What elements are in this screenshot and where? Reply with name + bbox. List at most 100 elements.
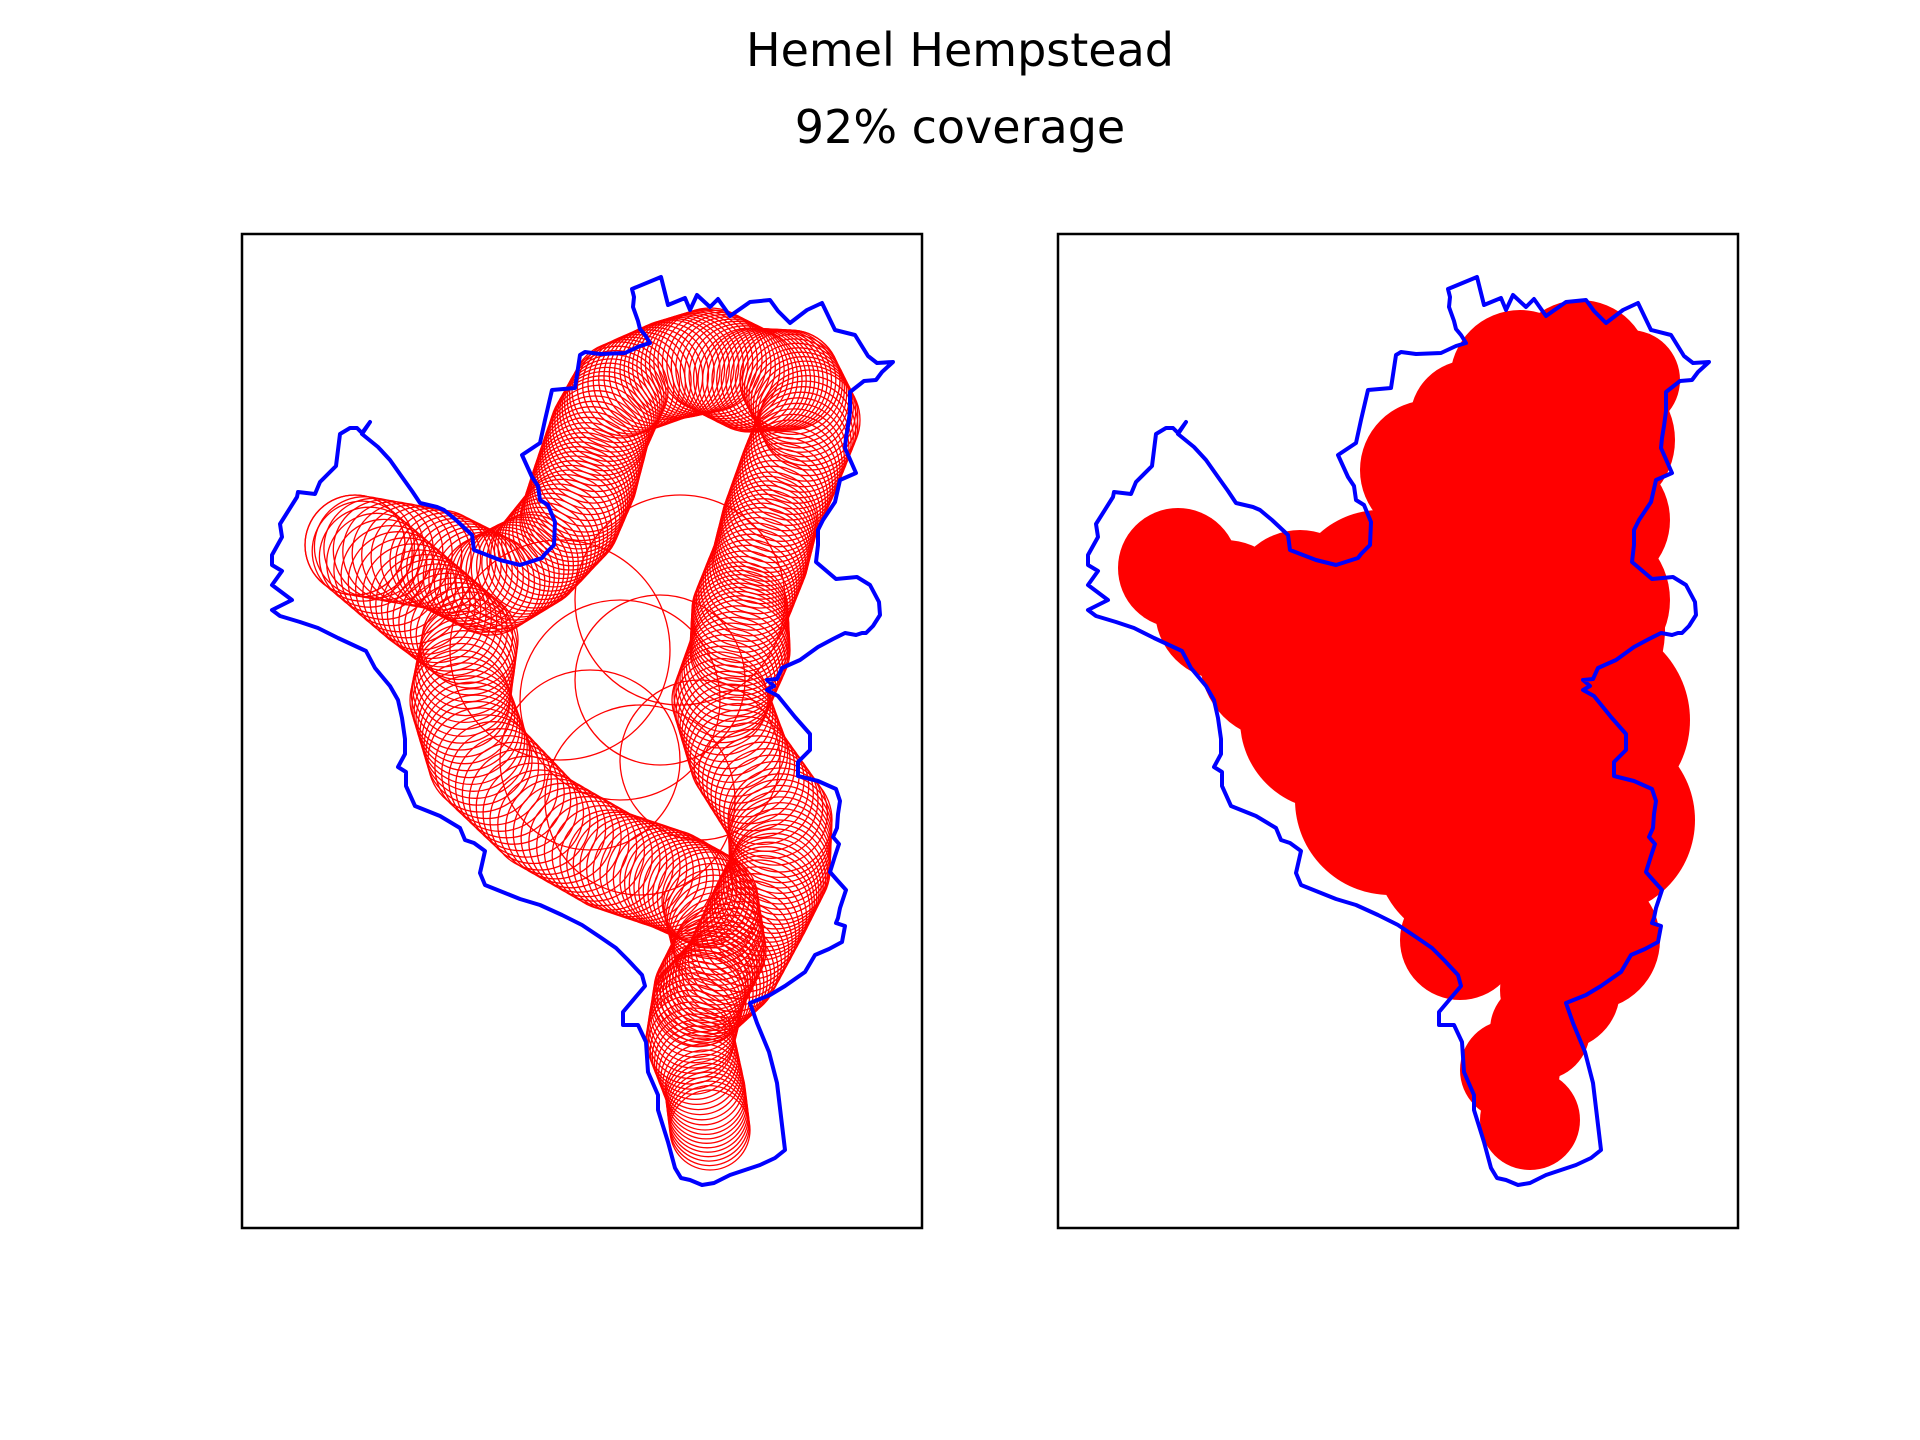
coverage-circle-outline-342: [574, 594, 746, 766]
coverage-circle-outline-224: [752, 356, 854, 458]
coverage-circle-outline-176: [559, 362, 659, 462]
coverage-circle-outline-327: [678, 924, 776, 1022]
coverage-circle-outline-200: [661, 309, 768, 415]
coverage-circle-outline-326: [681, 921, 779, 1019]
coverage-circle-outline-150: [504, 488, 605, 588]
coverage-circle-outline-243: [725, 459, 824, 558]
coverage-circle-outline-334: [656, 949, 751, 1044]
coverage-circle-outline-315: [713, 850, 816, 952]
coverage-circle-outline-330: [668, 935, 765, 1032]
coverage-circle-outline-126: [379, 507, 482, 609]
right-panel-filled-circles: [1056, 232, 1740, 1230]
figure-title: Hemel Hempstead: [746, 23, 1174, 77]
coverage-circle-outline-149: [501, 492, 601, 592]
town-boundary-right: [1086, 275, 1711, 1187]
coverage-circle-outline-47: [504, 778, 607, 880]
coverage-circle-outline-25: [411, 636, 513, 737]
coverage-circle-outline-117: [669, 1089, 751, 1171]
coverage-circle-outline-141: [465, 521, 565, 621]
coverage-circle-outline-148: [497, 497, 597, 597]
coverage-circle-outline-46: [497, 773, 599, 876]
coverage-circle-outline-335: [653, 953, 747, 1047]
right-axes-frame: [1056, 232, 1740, 1230]
coverage-circle-outline-159: [526, 446, 631, 550]
coverage-circle-outline-280: [673, 645, 772, 744]
coverage-circle-outline-182: [576, 338, 675, 437]
coverage-circle-outline-12: [386, 563, 487, 664]
coverage-circle-outline-341: [499, 669, 681, 851]
coverage-circle-outline-37: [434, 714, 540, 820]
coverage-circle-outline-69: [647, 843, 747, 943]
coverage-circle-outline-71: [656, 848, 755, 947]
coverage-circle-outline-51: [536, 796, 638, 898]
coverage-circle-outline-336: [449, 539, 671, 761]
coverage-circle-outline-201: [666, 311, 772, 418]
coverage-circle-outline-294: [706, 735, 810, 839]
coverage-circle-outline-236: [739, 419, 841, 521]
coverage-circle-outline-43: [475, 755, 578, 858]
coverage-circle-outline-206: [688, 322, 794, 429]
coverage-circle-outline-152: [511, 478, 613, 580]
coverage-circle-outline-273: [687, 605, 789, 707]
coverage-circle-outline-139: [455, 526, 555, 627]
coverage-circle-outline-237: [737, 425, 839, 527]
left-panel-outline-circles: [240, 232, 924, 1230]
town-boundary-left: [270, 275, 895, 1187]
coverage-circle-outline-175: [556, 366, 657, 467]
coverage-circle-outline-33: [421, 688, 526, 792]
coverage-circle-outline-320: [700, 880, 800, 980]
coverage-circle-outline-312: [720, 837, 822, 939]
left-axes-frame: [240, 232, 924, 1230]
coverage-circle-outline-318: [706, 866, 808, 968]
coverage-circle-outline-54: [559, 809, 661, 911]
coverage-circle-outline-58: [586, 818, 688, 920]
coverage-circle-outline-41: [461, 741, 565, 845]
coverage-circle-outline-317: [709, 859, 811, 961]
coverage-circle-outline-62: [612, 827, 714, 929]
coverage-circle-outline-164: [534, 421, 640, 527]
coverage-circle-outline-242: [727, 453, 827, 553]
coverage-circle-outline-328: [675, 928, 772, 1025]
coverage-circle-filled-31: [1400, 880, 1520, 1000]
coverage-circle-outline-288: [685, 696, 786, 797]
coverage-circle-outline-35: [425, 700, 531, 806]
coverage-circle-outline-219: [741, 333, 843, 436]
coverage-circle-outline-131: [411, 520, 513, 622]
coverage-circle-outline-239: [733, 436, 834, 537]
coverage-circle-filled-28: [1230, 530, 1370, 670]
coverage-circle-outline-39: [448, 728, 552, 832]
coverage-circle-outline-298: [723, 760, 829, 866]
coverage-circle-outline-329: [672, 932, 768, 1028]
coverage-circle-outline-42: [468, 748, 572, 852]
coverage-circle-outline-202: [670, 314, 776, 420]
coverage-circle-outline-194: [636, 314, 740, 418]
coverage-circle-outline-165: [536, 416, 641, 522]
coverage-circle-outline-196: [644, 311, 749, 416]
coverage-circle-outline-331: [665, 939, 761, 1035]
coverage-circle-filled-26: [1480, 1070, 1580, 1170]
coverage-circle-filled-32: [1470, 670, 1650, 850]
coverage-circle-outline-48: [512, 782, 614, 884]
coverage-circle-outline-36: [427, 707, 533, 813]
coverage-circle-outline-138: [449, 529, 551, 630]
coverage-circle-outline-310: [724, 828, 827, 930]
coverage-circle-outline-297: [718, 754, 824, 859]
coverage-circle-outline-259: [700, 539, 798, 637]
coverage-circle-outline-192: [627, 316, 730, 419]
coverage-circles-outline: [304, 307, 861, 1171]
coverage-circle-outline-338: [574, 494, 786, 706]
coverage-circle-outline-38: [441, 721, 546, 826]
coverage-circle-outline-157: [523, 455, 627, 559]
figure-subtitle: 92% coverage: [795, 100, 1125, 154]
coverage-circle-outline-191: [623, 318, 726, 420]
coverage-circle-outline-34: [423, 694, 528, 799]
coverage-circle-outline-337: [519, 599, 721, 801]
coverage-circle-outline-171: [547, 384, 650, 487]
coverage-circle-outline-309: [727, 823, 829, 926]
coverage-circle-outline-10: [375, 553, 477, 655]
coverage-circle-outline-241: [729, 448, 829, 548]
coverage-circle-outline-56: [572, 813, 674, 916]
coverage-circle-outline-183: [582, 336, 681, 435]
coverage-circle-outline-189: [613, 321, 715, 423]
